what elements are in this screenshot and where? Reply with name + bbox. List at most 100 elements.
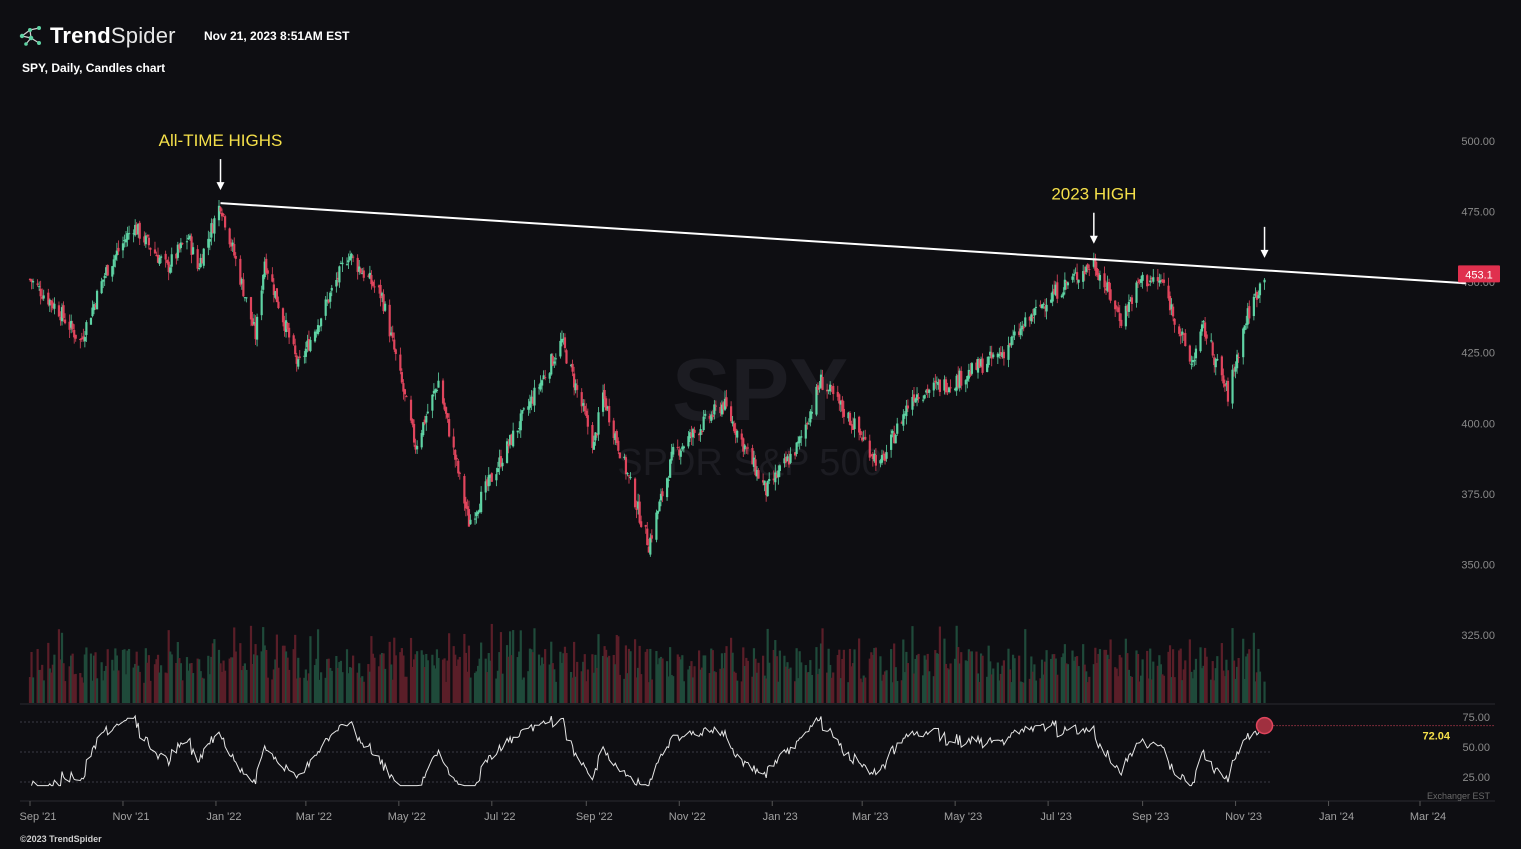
candle [518, 421, 521, 434]
candle [47, 288, 50, 307]
candle-body [36, 283, 39, 285]
x-tick-label: Jan '24 [1319, 811, 1354, 823]
candle-body [1254, 293, 1257, 296]
volume-bar [495, 678, 498, 703]
candle-body [167, 261, 170, 273]
volume-bar [946, 668, 949, 703]
candle [672, 443, 675, 458]
volume-bar [541, 657, 544, 703]
volume-bar [659, 656, 663, 703]
volume-bar [656, 664, 660, 703]
candle-body [1146, 275, 1149, 287]
candle-body [736, 430, 739, 438]
x-tick-label: Sep '22 [576, 811, 613, 823]
candle-body [851, 425, 855, 430]
candle-body [1178, 326, 1181, 334]
volume-bar [80, 677, 83, 703]
volume-bar [586, 669, 589, 703]
candle-body [243, 297, 247, 299]
candle [879, 458, 882, 468]
candle [1246, 302, 1249, 329]
volume-bar [222, 660, 225, 703]
volume-bar [964, 660, 967, 703]
volume-bar [41, 664, 44, 703]
volume-bar [1135, 650, 1138, 703]
candle [454, 449, 457, 468]
candle-body [251, 318, 254, 326]
volume-bar [452, 646, 455, 703]
volume-bar [432, 665, 435, 703]
volume-bar [1158, 655, 1161, 703]
candle-body [202, 248, 205, 266]
candle [265, 253, 268, 275]
volume-bar [105, 665, 108, 703]
volume-bar [617, 636, 620, 703]
trendspider-logo[interactable]: TrendSpider [18, 23, 176, 49]
candle [996, 352, 999, 364]
candle [1173, 318, 1176, 333]
volume-bar [85, 647, 88, 703]
candle [768, 472, 771, 485]
candle [508, 434, 512, 449]
x-tick-label: May '22 [388, 811, 426, 823]
candle-body [239, 258, 242, 285]
volume-bar [1085, 671, 1088, 703]
volume-bar [303, 677, 306, 703]
volume-bar [853, 649, 856, 703]
candle-body [795, 442, 798, 454]
candle-body [1033, 308, 1036, 316]
arrow-head-icon [216, 182, 225, 191]
candle-body [734, 428, 737, 435]
candle-body [647, 546, 650, 553]
candle-body [1107, 281, 1111, 292]
candle [281, 307, 285, 327]
candle [1094, 253, 1097, 277]
candle [736, 429, 739, 443]
candle [751, 444, 754, 465]
candle-body [539, 382, 542, 390]
candle-body [452, 436, 455, 448]
candle [999, 346, 1002, 360]
copyright-text: ©2023 TrendSpider [20, 834, 102, 844]
candle-body [1159, 280, 1162, 282]
volume-bar [775, 656, 778, 703]
volume-bar [1109, 639, 1112, 703]
volume-bar [742, 647, 745, 703]
candle [379, 279, 382, 307]
candle-body [996, 353, 999, 358]
candle [714, 400, 717, 411]
candle-body [1243, 325, 1246, 331]
candle-body [373, 286, 376, 288]
candle-body [1104, 288, 1108, 291]
volume-bar [367, 664, 370, 703]
volume-bar [915, 655, 919, 703]
volume-bar [103, 670, 106, 703]
candle-body [1136, 281, 1140, 283]
candle [399, 347, 402, 375]
candle-body [393, 339, 396, 350]
candle-body [223, 216, 227, 228]
candle-body [853, 418, 856, 430]
candle-body [149, 247, 152, 250]
volume-bar [330, 670, 333, 703]
volume-bar [1168, 645, 1172, 703]
volume-bar [960, 652, 963, 703]
candle-body [626, 473, 629, 475]
candle-body [1231, 369, 1234, 404]
candle [391, 325, 394, 342]
candle [370, 270, 373, 290]
candle-body [431, 394, 434, 411]
candle-body [992, 354, 995, 358]
candle-body [661, 491, 664, 497]
candle [594, 432, 597, 446]
candle-body [508, 435, 512, 445]
volume-bar [804, 665, 807, 703]
candle-body [330, 287, 333, 291]
volume-bar [411, 666, 414, 703]
candle-body [1213, 357, 1216, 366]
candle [560, 330, 564, 347]
candle [510, 433, 513, 446]
volume-bar [1255, 672, 1259, 703]
volume-bar [501, 673, 504, 703]
